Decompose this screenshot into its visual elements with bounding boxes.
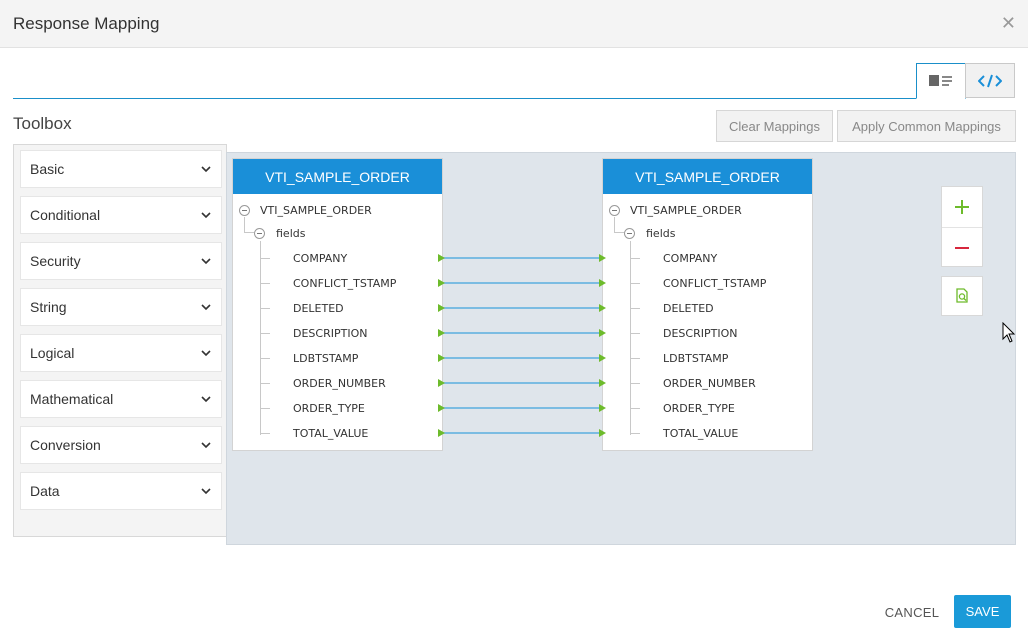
code-view-button[interactable]	[965, 63, 1015, 98]
dialog-header: Response Mapping ✕	[0, 0, 1028, 48]
chevron-down-icon	[201, 348, 211, 358]
tree-branch	[260, 258, 270, 259]
zoom-in-button[interactable]	[942, 187, 982, 227]
toolbox-item-string[interactable]: String	[20, 288, 222, 326]
target-field[interactable]: COMPANY	[663, 252, 718, 265]
collapse-icon[interactable]	[609, 205, 620, 216]
mouse-cursor-icon	[1002, 322, 1016, 343]
source-field[interactable]: ORDER_TYPE	[293, 402, 365, 415]
tree-branch	[260, 308, 270, 309]
source-node[interactable]: VTI_SAMPLE_ORDER VTI_SAMPLE_ORDER fields…	[232, 158, 443, 451]
source-field[interactable]: COMPANY	[293, 252, 348, 265]
target-field[interactable]: ORDER_TYPE	[663, 402, 735, 415]
zoom-out-button[interactable]	[942, 227, 982, 267]
tree-branch	[630, 283, 640, 284]
tree-branch	[630, 308, 640, 309]
zoom-controls	[941, 186, 983, 267]
toolbox-panel: Basic Conditional Security String Logica…	[13, 144, 227, 537]
target-field[interactable]: LDBTSTAMP	[663, 352, 729, 365]
view-divider	[13, 98, 917, 99]
target-node-header: VTI_SAMPLE_ORDER	[603, 159, 812, 194]
chevron-down-icon	[201, 394, 211, 404]
toolbox-item-logical[interactable]: Logical	[20, 334, 222, 372]
toolbox-item-basic[interactable]: Basic	[20, 150, 222, 188]
apply-common-mappings-button[interactable]: Apply Common Mappings	[837, 110, 1016, 142]
clear-mappings-button[interactable]: Clear Mappings	[716, 110, 833, 142]
toolbox-item-label: String	[30, 299, 67, 315]
toolbox-item-label: Conversion	[30, 437, 101, 453]
zoom-out-icon	[955, 246, 969, 249]
visual-view-icon	[929, 75, 952, 86]
chevron-down-icon	[201, 440, 211, 450]
source-field[interactable]: DELETED	[293, 302, 344, 315]
source-field[interactable]: LDBTSTAMP	[293, 352, 359, 365]
zoom-fit-button[interactable]	[941, 276, 983, 316]
tree-branch	[260, 408, 270, 409]
toolbox-item-conversion[interactable]: Conversion	[20, 426, 222, 464]
toolbox-item-conditional[interactable]: Conditional	[20, 196, 222, 234]
target-field[interactable]: TOTAL_VALUE	[663, 427, 739, 440]
source-field[interactable]: TOTAL_VALUE	[293, 427, 369, 440]
tree-branch	[260, 358, 270, 359]
chevron-down-icon	[201, 210, 211, 220]
target-field[interactable]: DELETED	[663, 302, 714, 315]
toolbox-item-label: Mathematical	[30, 391, 114, 407]
collapse-icon[interactable]	[254, 228, 265, 239]
tree-branch	[630, 358, 640, 359]
tree-branch	[260, 433, 270, 434]
toolbox-item-label: Logical	[30, 345, 75, 361]
chevron-down-icon	[201, 302, 211, 312]
target-group-label: fields	[646, 227, 676, 240]
toolbox-item-mathematical[interactable]: Mathematical	[20, 380, 222, 418]
tree-branch	[630, 258, 640, 259]
dialog-title: Response Mapping	[13, 14, 160, 33]
close-icon[interactable]: ✕	[1000, 13, 1016, 33]
cancel-button[interactable]: CANCEL	[884, 604, 940, 620]
visual-view-button[interactable]	[916, 63, 966, 99]
source-field[interactable]: CONFLICT_TSTAMP	[293, 277, 397, 290]
target-field[interactable]: DESCRIPTION	[663, 327, 738, 340]
tree-branch	[630, 383, 640, 384]
toolbox-item-data[interactable]: Data	[20, 472, 222, 510]
tree-branch	[260, 383, 270, 384]
chevron-down-icon	[201, 256, 211, 266]
toolbox-item-security[interactable]: Security	[20, 242, 222, 280]
chevron-down-icon	[201, 164, 211, 174]
code-view-icon	[978, 74, 1002, 87]
tree-branch	[630, 408, 640, 409]
tree-branch	[630, 333, 640, 334]
zoom-in-icon	[955, 200, 969, 214]
target-root-label: VTI_SAMPLE_ORDER	[630, 204, 742, 217]
tree-branch	[260, 333, 270, 334]
source-group-label: fields	[276, 227, 306, 240]
target-node[interactable]: VTI_SAMPLE_ORDER VTI_SAMPLE_ORDER fields…	[602, 158, 813, 451]
target-field[interactable]: ORDER_NUMBER	[663, 377, 756, 390]
save-button[interactable]: SAVE	[954, 595, 1011, 628]
collapse-icon[interactable]	[624, 228, 635, 239]
source-field[interactable]: DESCRIPTION	[293, 327, 368, 340]
tree-branch	[630, 433, 640, 434]
toolbox-item-label: Data	[30, 483, 60, 499]
chevron-down-icon	[201, 486, 211, 496]
tree-branch	[260, 283, 270, 284]
zoom-fit-icon	[956, 288, 968, 303]
toolbox-item-label: Conditional	[30, 207, 101, 223]
toolbox-title: Toolbox	[13, 114, 72, 133]
source-node-header: VTI_SAMPLE_ORDER	[233, 159, 442, 194]
collapse-icon[interactable]	[239, 205, 250, 216]
source-field[interactable]: ORDER_NUMBER	[293, 377, 386, 390]
toolbox-item-label: Basic	[30, 161, 65, 177]
source-root-label: VTI_SAMPLE_ORDER	[260, 204, 372, 217]
toolbox-item-label: Security	[30, 253, 81, 269]
target-field[interactable]: CONFLICT_TSTAMP	[663, 277, 767, 290]
